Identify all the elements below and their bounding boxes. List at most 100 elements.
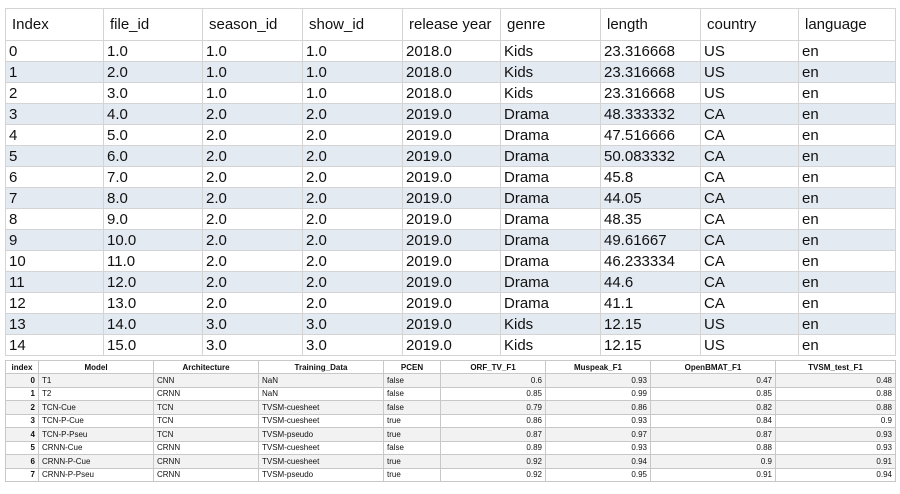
table-cell: false: [383, 373, 441, 388]
column-header[interactable]: Training_Data: [258, 360, 384, 374]
table-cell: 3.0: [302, 334, 403, 356]
table-row: 6 CRNN-P-Cue CRNN TVSM-cuesheet true 0.92 0.94…: [5, 454, 896, 469]
table-cell: 2.0: [302, 187, 403, 209]
table-cell: CA: [700, 229, 799, 251]
table-cell: 13: [5, 313, 104, 335]
table-cell: 5: [5, 145, 104, 167]
column-header[interactable]: file_id: [103, 8, 203, 41]
table-cell: en: [798, 145, 896, 167]
table-cell: 2019.0: [402, 271, 501, 293]
table-cell: 0.82: [650, 400, 776, 415]
table-cell: 0.79: [440, 400, 546, 415]
table-cell: Drama: [500, 250, 601, 272]
column-header[interactable]: Index: [5, 8, 104, 41]
column-header[interactable]: index: [5, 360, 39, 374]
table-cell: 1.0: [103, 40, 203, 62]
table-cell: Drama: [500, 166, 601, 188]
column-header[interactable]: country: [700, 8, 799, 41]
table-cell: 0.93: [545, 413, 651, 428]
table-cell: 2019.0: [402, 187, 501, 209]
column-header[interactable]: ORF_TV_F1: [440, 360, 546, 374]
table-cell: TVSM-cuesheet: [258, 440, 384, 455]
table-cell: 1.0: [202, 61, 303, 83]
table-cell: Kids: [500, 61, 601, 83]
header-row: index Model Architecture Training_Data PCEN O…: [5, 360, 896, 374]
table-cell: 11.0: [103, 250, 203, 272]
table-cell: false: [383, 386, 441, 401]
table-cell: 1.0: [202, 40, 303, 62]
table-row: 1 T2 CRNN NaN false 0.85 0.99 0.85 0.88: [5, 386, 896, 401]
table-row: 0 T1 CNN NaN false 0.6 0.93 0.47 0.48: [5, 373, 896, 388]
table-cell: 48.35: [600, 208, 701, 230]
column-header[interactable]: genre: [500, 8, 601, 41]
table-cell: 1: [5, 61, 104, 83]
table-cell: false: [383, 440, 441, 455]
table-cell: CA: [700, 271, 799, 293]
table-cell: 2: [5, 400, 39, 415]
column-header[interactable]: Muspeak_F1: [545, 360, 651, 374]
column-header[interactable]: Architecture: [153, 360, 259, 374]
table-cell: en: [798, 82, 896, 104]
table-cell: 0.47: [650, 373, 776, 388]
column-header[interactable]: Model: [38, 360, 154, 374]
table-cell: 2.0: [302, 292, 403, 314]
table-row: 7 8.0 2.0 2.0 2019.0 Drama 44.05 CA en: [5, 187, 896, 209]
table-cell: 1.0: [202, 82, 303, 104]
table-cell: 3.0: [202, 313, 303, 335]
table-cell: 4: [5, 124, 104, 146]
table-cell: en: [798, 124, 896, 146]
column-header[interactable]: show_id: [302, 8, 403, 41]
table-cell: en: [798, 40, 896, 62]
table-cell: TVSM-cuesheet: [258, 454, 384, 469]
table-cell: 23.316668: [600, 61, 701, 83]
column-header[interactable]: release year: [402, 8, 501, 41]
table-cell: TVSM-pseudo: [258, 427, 384, 442]
table-cell: 0.9: [775, 413, 896, 428]
table-cell: 23.316668: [600, 82, 701, 104]
table-cell: en: [798, 292, 896, 314]
table-cell: CA: [700, 250, 799, 272]
table-row: 6 7.0 2.0 2.0 2019.0 Drama 45.8 CA en: [5, 166, 896, 188]
table-cell: 2.0: [302, 145, 403, 167]
table-cell: 0.85: [440, 386, 546, 401]
table-cell: 3: [5, 103, 104, 125]
table-cell: Drama: [500, 187, 601, 209]
table-cell: 9.0: [103, 208, 203, 230]
column-header[interactable]: PCEN: [383, 360, 441, 374]
table-cell: TVSM-cuesheet: [258, 413, 384, 428]
table-cell: 1: [5, 386, 39, 401]
table-cell: 8.0: [103, 187, 203, 209]
table-cell: 2018.0: [402, 61, 501, 83]
table-cell: 7: [5, 467, 39, 482]
table-cell: 5: [5, 440, 39, 455]
table-cell: true: [383, 413, 441, 428]
table-cell: CRNN: [153, 440, 259, 455]
column-header[interactable]: TVSM_test_F1: [775, 360, 896, 374]
table-cell: 1.0: [302, 40, 403, 62]
table-cell: NaN: [258, 386, 384, 401]
table-cell: en: [798, 313, 896, 335]
table-cell: 2019.0: [402, 313, 501, 335]
table-cell: en: [798, 271, 896, 293]
table-row: 4 5.0 2.0 2.0 2019.0 Drama 47.516666 CA en: [5, 124, 896, 146]
table-cell: 0.86: [440, 413, 546, 428]
table-cell: 2.0: [202, 292, 303, 314]
table-cell: 0.93: [775, 440, 896, 455]
table-cell: 2019.0: [402, 250, 501, 272]
table-cell: CRNN: [153, 386, 259, 401]
table-cell: 2019.0: [402, 124, 501, 146]
table-cell: CA: [700, 103, 799, 125]
table-cell: 0.97: [545, 427, 651, 442]
column-header[interactable]: season_id: [202, 8, 303, 41]
column-header[interactable]: language: [798, 8, 896, 41]
column-header[interactable]: length: [600, 8, 701, 41]
table-cell: 8: [5, 208, 104, 230]
column-header[interactable]: OpenBMAT_F1: [650, 360, 776, 374]
table-cell: 2.0: [302, 229, 403, 251]
table-cell: 2.0: [202, 229, 303, 251]
table-cell: 0.91: [650, 467, 776, 482]
table-cell: 2019.0: [402, 229, 501, 251]
table-cell: 2.0: [202, 187, 303, 209]
table-cell: 0.84: [650, 413, 776, 428]
